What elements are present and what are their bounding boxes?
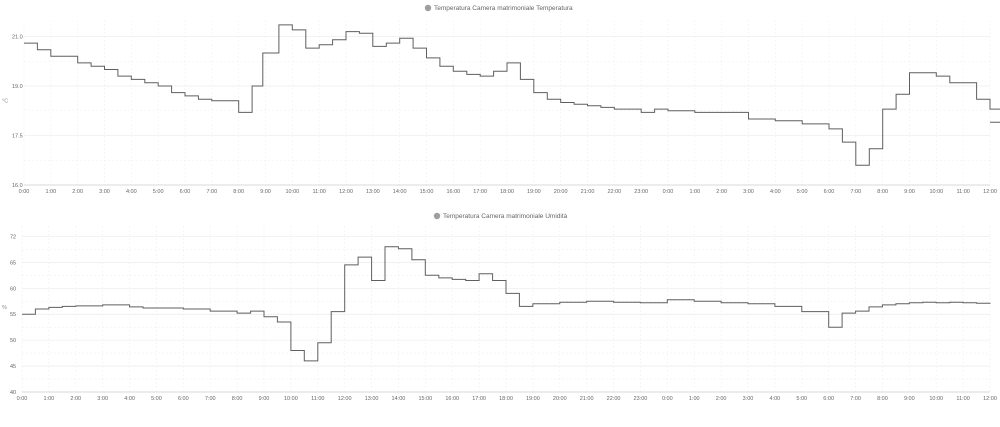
y-tick-label: 16.0: [12, 183, 23, 189]
series-line-1: [24, 24, 1000, 166]
x-tick-label: 5:00: [151, 396, 162, 402]
x-tick-label: 0:00: [19, 189, 30, 195]
x-tick-label: 9:00: [260, 189, 271, 195]
x-tick-label: 21:00: [580, 396, 594, 402]
x-tick-label: 0:00: [663, 189, 674, 195]
x-tick-label: 8:00: [232, 396, 243, 402]
chart-legend: Temperatura Camera matrimoniale Umidità: [433, 212, 568, 220]
x-tick-label: 8:00: [877, 189, 888, 195]
x-tick-label: 3:00: [99, 189, 110, 195]
x-tick-label: 14:00: [392, 396, 406, 402]
x-tick-label: 13:00: [366, 189, 380, 195]
x-tick-label: 4:00: [126, 189, 137, 195]
x-tick-label: 16:00: [446, 189, 460, 195]
x-tick-label: 10:00: [284, 396, 298, 402]
y-tick-label: 45: [10, 364, 16, 370]
x-tick-label: 10:00: [929, 396, 943, 402]
x-tick-label: 17:00: [472, 396, 486, 402]
legend-swatch: [433, 212, 441, 220]
y-tick-label: 17.5: [12, 134, 23, 140]
x-tick-label: 7:00: [850, 189, 861, 195]
x-tick-label: 7:00: [206, 189, 217, 195]
y-tick-label: 72: [10, 234, 16, 240]
x-tick-label: 20:00: [553, 396, 567, 402]
x-tick-label: 8:00: [877, 396, 888, 402]
x-tick-label: 18:00: [500, 189, 514, 195]
x-tick-label: 5:00: [796, 396, 807, 402]
chart-legend: Temperatura Camera matrimoniale Temperat…: [424, 4, 573, 12]
x-tick-label: 6:00: [823, 396, 834, 402]
x-tick-label: 1:00: [44, 396, 55, 402]
humidity-chart-svg: Temperatura Camera matrimoniale Umidità 7…: [2, 212, 997, 402]
x-tick-label: 4:00: [770, 396, 781, 402]
x-tick-label: 14:00: [393, 189, 407, 195]
x-tick-label: 9:00: [904, 396, 915, 402]
y-axis-label: °C: [2, 99, 8, 105]
humidity-chart: Temperatura Camera matrimoniale Umidità 7…: [0, 212, 1000, 427]
x-tick-label: 6:00: [824, 189, 835, 195]
x-tick-label: 19:00: [526, 396, 540, 402]
x-tick-label: 2:00: [716, 396, 727, 402]
x-tick-label: 12:00: [983, 189, 997, 195]
x-tick-label: 22:00: [607, 396, 621, 402]
x-tick-label: 16:00: [445, 396, 459, 402]
x-tick-label: 5:00: [797, 189, 808, 195]
x-tick-label: 17:00: [473, 189, 487, 195]
x-tick-label: 5:00: [153, 189, 164, 195]
x-tick-label: 1:00: [689, 396, 700, 402]
x-tick-label: 8:00: [233, 189, 244, 195]
x-tick-label: 20:00: [554, 189, 568, 195]
y-tick-label: 21.0: [12, 35, 23, 41]
y-tick-label: 65: [10, 260, 16, 266]
series-line-1: [22, 246, 991, 362]
y-tick-label: 50: [10, 338, 16, 344]
x-tick-label: 7:00: [850, 396, 861, 402]
x-tick-label: 0:00: [662, 396, 673, 402]
temperature-chart: Temperatura Camera matrimoniale Temperat…: [0, 0, 1000, 212]
x-tick-label: 23:00: [634, 189, 648, 195]
x-tick-label: 2:00: [70, 396, 81, 402]
x-tick-label: 15:00: [420, 189, 434, 195]
legend-swatch: [424, 4, 432, 12]
x-tick-label: 11:00: [311, 396, 324, 402]
legend-label: Temperatura Camera matrimoniale Umidità: [443, 213, 568, 220]
y-tick-label: 60: [10, 286, 16, 292]
x-tick-label: 9:00: [904, 189, 915, 195]
x-tick-label: 6:00: [180, 189, 191, 195]
x-tick-label: 0:00: [17, 396, 28, 402]
y-tick-label: 55: [10, 312, 16, 318]
x-tick-label: 13:00: [365, 396, 379, 402]
x-tick-label: 12:00: [338, 396, 352, 402]
y-axis-label: %: [2, 305, 7, 311]
x-tick-label: 11:00: [312, 189, 325, 195]
x-tick-label: 11:00: [956, 396, 969, 402]
x-tick-label: 6:00: [178, 396, 189, 402]
x-tick-label: 4:00: [124, 396, 135, 402]
x-tick-label: 10:00: [929, 189, 943, 195]
x-tick-label: 3:00: [97, 396, 108, 402]
x-tick-label: 4:00: [770, 189, 781, 195]
x-tick-label: 22:00: [607, 189, 621, 195]
x-tick-label: 2:00: [716, 189, 727, 195]
x-tick-label: 10:00: [285, 189, 299, 195]
x-tick-label: 3:00: [743, 396, 754, 402]
x-tick-label: 11:00: [956, 189, 969, 195]
x-tick-label: 9:00: [259, 396, 270, 402]
x-tick-label: 3:00: [743, 189, 754, 195]
x-tick-label: 15:00: [418, 396, 432, 402]
x-tick-label: 7:00: [205, 396, 216, 402]
x-tick-label: 23:00: [634, 396, 648, 402]
x-tick-label: 2:00: [72, 189, 83, 195]
legend-label: Temperatura Camera matrimoniale Temperat…: [434, 5, 573, 12]
x-tick-label: 19:00: [527, 189, 541, 195]
y-tick-label: 19.0: [12, 84, 23, 90]
x-tick-label: 1:00: [45, 189, 56, 195]
x-tick-label: 18:00: [499, 396, 513, 402]
x-tick-label: 12:00: [339, 189, 353, 195]
y-tick-label: 40: [10, 390, 16, 396]
x-tick-label: 21:00: [581, 189, 595, 195]
x-tick-label: 12:00: [983, 396, 997, 402]
x-tick-label: 1:00: [689, 189, 700, 195]
temperature-chart-svg: Temperatura Camera matrimoniale Temperat…: [2, 4, 1000, 195]
